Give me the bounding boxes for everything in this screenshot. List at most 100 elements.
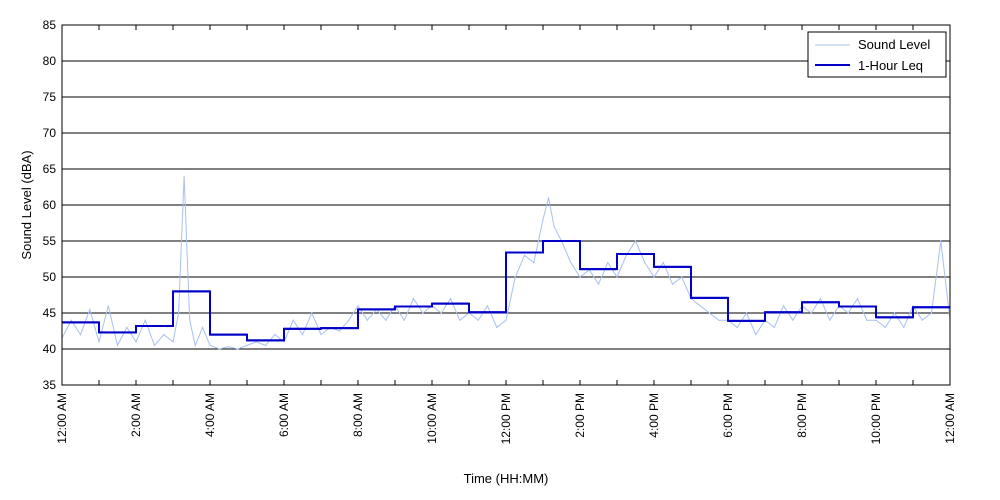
sound-level-point xyxy=(98,341,100,343)
sound-level-point xyxy=(553,226,555,228)
sound-level-point xyxy=(89,308,91,310)
y-tick-label: 75 xyxy=(43,90,57,104)
sound-level-point xyxy=(903,326,905,328)
sound-level-point xyxy=(782,305,785,307)
sound-level-point xyxy=(153,344,156,346)
sound-level-point xyxy=(523,254,526,256)
legend-label-sound-level: Sound Level xyxy=(858,37,930,52)
sound-level-point xyxy=(283,341,285,343)
sound-level-point xyxy=(403,319,405,321)
sound-level-point xyxy=(505,319,507,321)
sound-level-point xyxy=(70,319,72,321)
sound-level-point xyxy=(547,197,550,199)
sound-level-point xyxy=(366,319,368,321)
sound-level-point xyxy=(183,175,185,177)
sound-level-point xyxy=(634,240,637,242)
x-tick-label: 12:00 AM xyxy=(943,393,957,444)
sound-level-point xyxy=(940,240,942,242)
y-tick-label: 85 xyxy=(43,18,57,32)
sound-level-point xyxy=(348,319,350,321)
sound-level-point xyxy=(189,319,191,321)
x-tick-label: 8:00 PM xyxy=(795,393,809,438)
sound-level-point xyxy=(172,341,174,343)
y-tick-label: 65 xyxy=(43,162,57,176)
sound-level-point xyxy=(579,276,581,278)
y-axis-label: Sound Level (dBA) xyxy=(19,150,34,259)
sound-level-point xyxy=(177,312,180,314)
sound-level-point xyxy=(875,319,877,321)
sound-level-point xyxy=(385,319,387,321)
sound-level-point xyxy=(856,298,859,300)
sound-level-point xyxy=(866,319,868,321)
sound-level-point xyxy=(912,305,914,307)
sound-level-point xyxy=(597,283,600,285)
x-tick-label: 8:00 AM xyxy=(351,393,365,437)
sound-level-point xyxy=(237,348,239,350)
sound-level-point xyxy=(144,319,146,321)
x-tick-label: 10:00 AM xyxy=(425,393,439,444)
sound-level-point xyxy=(246,344,248,346)
sound-level-point xyxy=(357,305,359,307)
sound-level-point xyxy=(459,319,461,321)
sound-level-point xyxy=(847,312,849,314)
x-tick-label: 12:00 PM xyxy=(499,393,513,444)
sound-level-point xyxy=(671,283,674,285)
sound-level-point xyxy=(496,326,498,328)
y-axis-ticks: 35 40 45 50 55 60 65 70 75 80 85 xyxy=(43,18,67,392)
sound-level-point xyxy=(218,348,220,350)
legend: Sound Level 1-Hour Leq xyxy=(807,31,947,78)
sound-level-point xyxy=(607,262,609,264)
sound-level-point xyxy=(699,305,701,307)
x-tick-label: 4:00 PM xyxy=(647,393,661,438)
sound-level-point xyxy=(616,276,618,278)
sound-level-point xyxy=(773,326,775,328)
sound-level-point xyxy=(163,334,165,336)
y-tick-label: 50 xyxy=(43,270,57,284)
y-tick-label: 70 xyxy=(43,126,57,140)
sound-level-point xyxy=(653,276,655,278)
sound-level-point xyxy=(440,312,442,314)
leq-step-line xyxy=(62,240,950,342)
sound-level-point xyxy=(301,334,304,336)
x-tick-label: 4:00 AM xyxy=(203,393,217,437)
sound-level-point xyxy=(819,298,822,300)
sound-level-point xyxy=(449,298,452,300)
sound-level-point xyxy=(292,319,294,321)
sound-level-point xyxy=(930,312,933,314)
sound-level-point xyxy=(477,319,479,321)
sound-level-point xyxy=(792,319,794,321)
sound-level-point xyxy=(264,344,267,346)
sound-level-point xyxy=(570,262,572,264)
sound-level-point xyxy=(736,326,738,328)
sound-level-point xyxy=(274,334,276,336)
sound-level-point xyxy=(681,276,683,278)
sound-level-point xyxy=(255,341,257,343)
x-tick-label: 2:00 PM xyxy=(573,393,587,438)
sound-level-point xyxy=(625,254,627,256)
x-tick-label: 10:00 PM xyxy=(869,393,883,444)
x-axis-ticks: 12:00 AM 2:00 AM 4:00 AM 6:00 AM 8:00 AM 10:0… xyxy=(55,25,957,444)
sound-level-point xyxy=(514,276,516,278)
sound-level-point xyxy=(644,262,646,264)
sound-level-point xyxy=(412,298,415,300)
sound-level-point xyxy=(194,344,196,346)
x-tick-label: 2:00 AM xyxy=(129,393,143,437)
sound-level-point xyxy=(320,334,322,336)
sound-level-point xyxy=(745,312,748,314)
series-1-hour-leq xyxy=(62,240,950,342)
sound-level-point xyxy=(884,326,886,328)
y-tick-label: 60 xyxy=(43,198,57,212)
sound-level-point xyxy=(107,305,109,307)
x-axis-label: Time (HH:MM) xyxy=(464,471,549,486)
sound-level-point xyxy=(227,346,230,348)
x-tick-label: 6:00 PM xyxy=(721,393,735,438)
y-tick-label: 80 xyxy=(43,54,57,68)
sound-level-point xyxy=(662,262,664,264)
sound-level-point xyxy=(533,262,535,264)
x-tick-label: 12:00 AM xyxy=(55,393,69,444)
sound-level-point xyxy=(311,312,313,314)
legend-box xyxy=(807,31,947,78)
y-tick-label: 35 xyxy=(43,378,57,392)
sound-level-point xyxy=(718,319,720,321)
